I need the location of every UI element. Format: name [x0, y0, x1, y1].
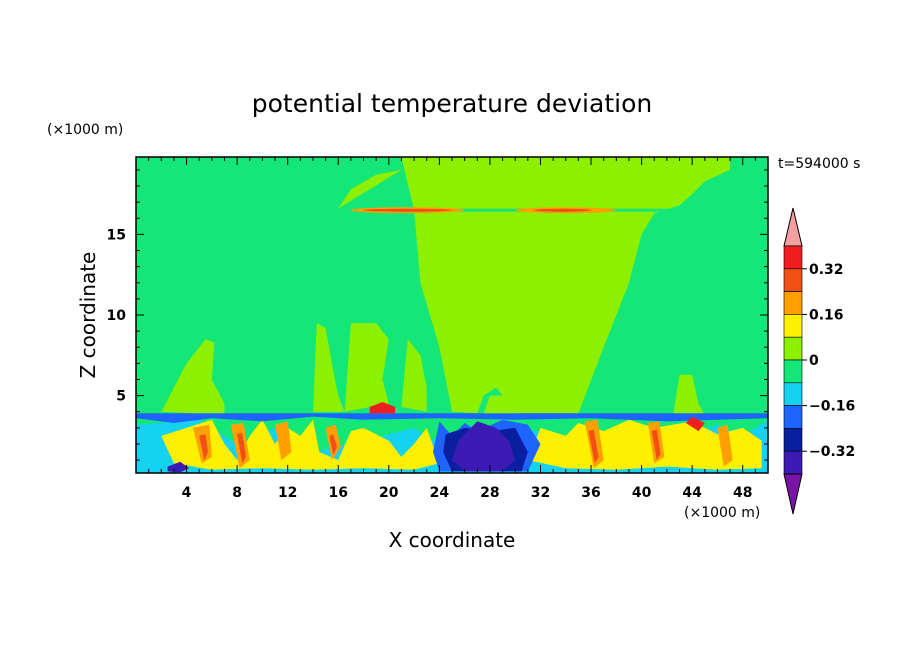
colorbar-swatch	[783, 428, 803, 452]
chart-title: potential temperature deviation	[252, 89, 652, 118]
field	[136, 157, 768, 473]
contour-region-1	[338, 169, 402, 209]
x-tick-label: 40	[632, 485, 652, 501]
contour-region-2	[161, 339, 225, 415]
colorbar-top-arrow	[783, 207, 803, 247]
contour-region-22	[651, 429, 661, 461]
x-tick-label: 24	[430, 485, 450, 501]
x-tick-label: 20	[379, 485, 399, 501]
colorbar-swatch	[783, 359, 803, 384]
colorbar-tick-label: −0.16	[809, 399, 855, 415]
contour-region-3	[313, 323, 345, 412]
colorbar-swatch	[783, 405, 803, 429]
contour-region-17	[717, 424, 733, 467]
colorbar-tick-label: 0	[809, 353, 819, 369]
contour-region-18	[199, 434, 208, 461]
contour-region-30	[483, 395, 516, 414]
contour-region-20	[329, 434, 337, 456]
inversion-band-2	[363, 208, 453, 212]
y-tick-label: 10	[107, 308, 127, 324]
x-axis-label: X coordinate	[389, 528, 516, 552]
colorbar: 0.32 0.16 0 −0.16 −0.32	[783, 207, 855, 515]
time-label: t=594000 s	[778, 156, 860, 172]
contour-region-21	[588, 429, 599, 464]
y-tick-label: 5	[116, 389, 126, 405]
contour-region-9	[161, 419, 440, 470]
contour-region-0	[401, 157, 731, 414]
contour-region-29	[685, 416, 705, 432]
colorbar-swatch	[783, 314, 803, 338]
contour-region-10	[527, 419, 762, 470]
y-tick-label: 15	[107, 227, 126, 243]
contour-region-13	[275, 421, 292, 461]
colorbar-swatch	[783, 336, 803, 361]
inversion-band-3	[534, 208, 592, 212]
contour-region-5	[401, 339, 427, 412]
y-unit-label: (×1000 m)	[47, 122, 123, 138]
x-unit-label: (×1000 m)	[684, 505, 760, 521]
colorbar-swatch	[783, 291, 803, 315]
colorbar-tick-label: −0.32	[809, 444, 855, 460]
y-axis-label: Z coordinate	[76, 252, 100, 379]
x-tick-label: 16	[328, 485, 347, 501]
contour-region-26	[452, 421, 516, 472]
x-tick-label: 28	[480, 485, 499, 501]
colorbar-swatch	[783, 245, 803, 270]
colorbar-tick-label: 0.16	[809, 307, 844, 323]
contour-region-19	[237, 432, 246, 464]
colorbar-bottom-arrow	[783, 473, 803, 515]
x-tick-label: 36	[581, 485, 600, 501]
colorbar-swatch	[783, 382, 803, 406]
x-tick-label: 48	[733, 485, 752, 501]
colorbar-tick-label: 0.32	[809, 262, 844, 278]
contour-region-6	[673, 374, 705, 415]
plot-area	[135, 156, 769, 474]
colorbar-swatch	[783, 268, 803, 292]
x-tick-label: 8	[232, 485, 242, 501]
colorbar-swatch	[783, 450, 803, 475]
contour-region-28	[369, 402, 396, 414]
x-tick-label: 32	[531, 485, 550, 501]
x-tick-label: 12	[278, 485, 297, 501]
contour-region-24	[136, 413, 768, 423]
contour-region-4	[344, 323, 389, 412]
x-tick-label: 4	[182, 485, 192, 501]
contour-region-27	[167, 461, 190, 473]
x-tick-label: 44	[682, 485, 702, 501]
